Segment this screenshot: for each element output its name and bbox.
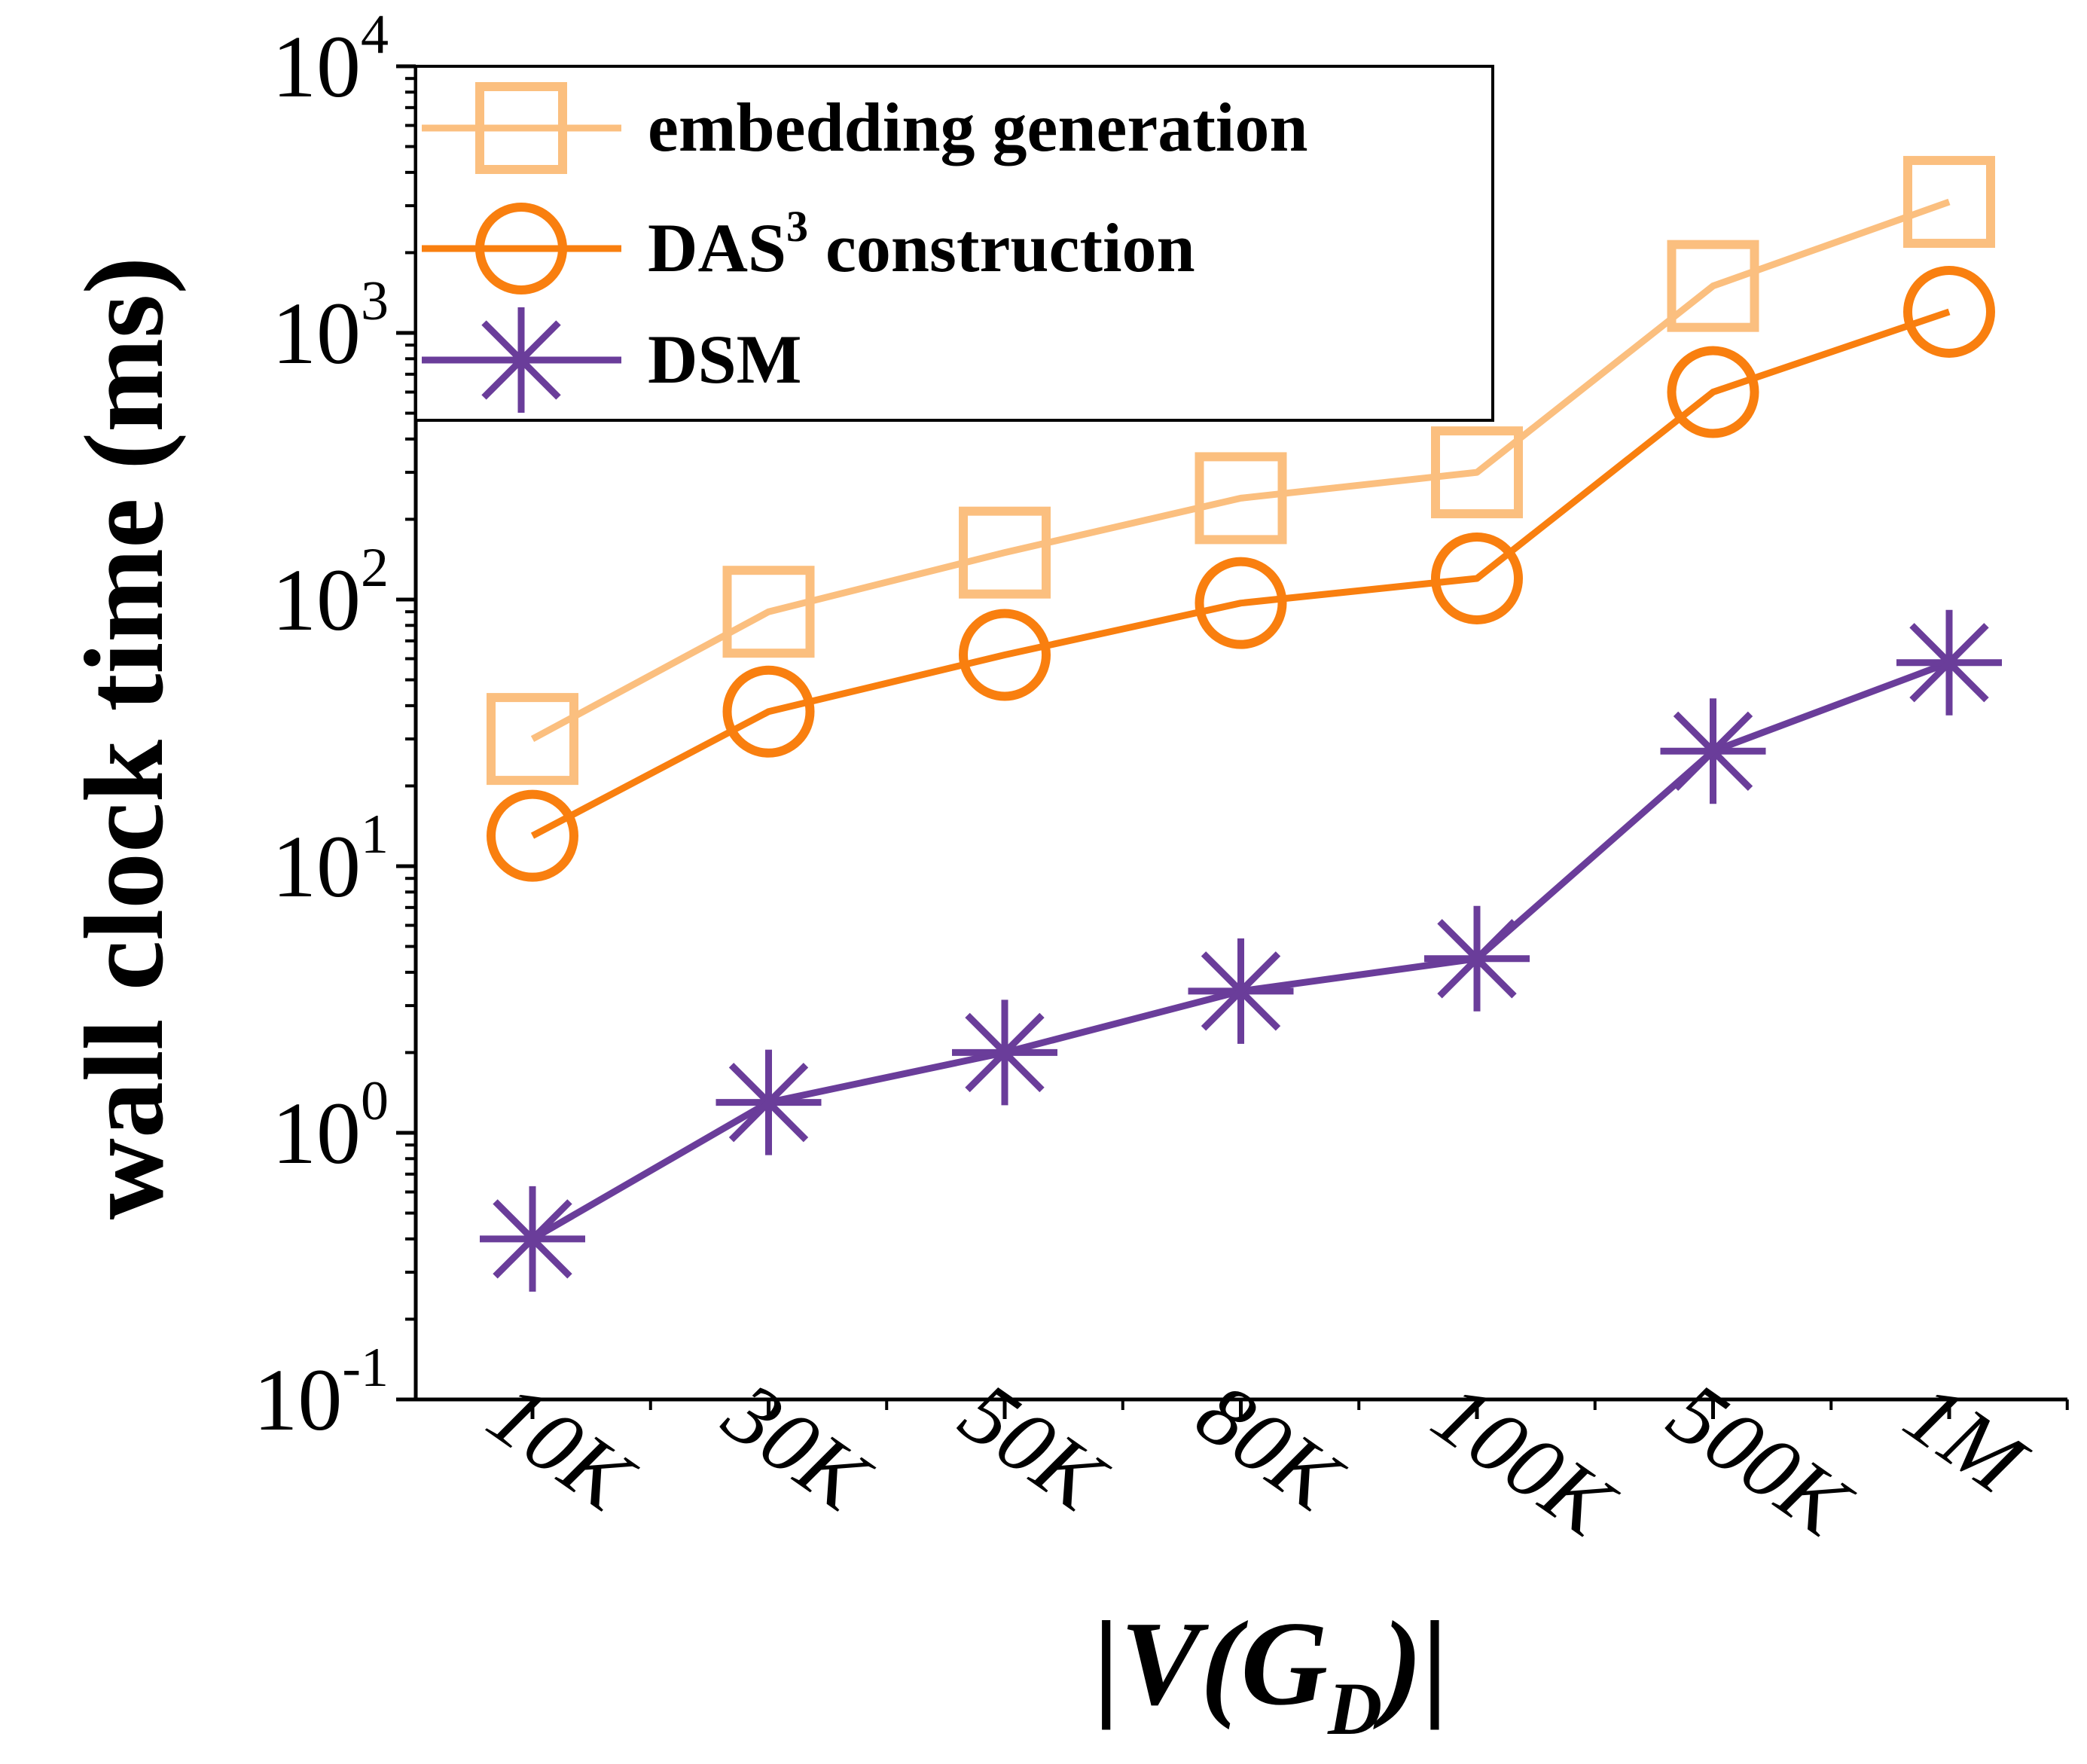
data-point-circle <box>722 665 815 758</box>
data-point-asterisk <box>1424 905 1530 1012</box>
data-point-circle <box>1903 265 1995 358</box>
asterisk-stroke <box>1673 711 1753 791</box>
data-point-asterisk <box>952 999 1057 1106</box>
x-tick-label: 30K <box>706 1363 888 1531</box>
legend-label-text: embedding generation <box>648 89 1308 166</box>
y-tick-base: 10 <box>272 817 361 916</box>
y-tick-label: 101 <box>272 804 389 916</box>
y-tick-exponent: 0 <box>361 1070 389 1132</box>
x-tick-label: 50K <box>944 1363 1125 1531</box>
x-axis-title-main: |V(G <box>1094 1596 1328 1730</box>
data-point-square <box>487 693 578 786</box>
data-point-asterisk <box>1896 609 2002 716</box>
legend-label: DAS3 construction <box>648 202 1195 286</box>
y-tick-base: 10 <box>272 284 361 383</box>
x-axis-title-end: )| <box>1373 1596 1449 1730</box>
y-tick-exponent: 3 <box>361 270 389 332</box>
series-line <box>530 308 1951 839</box>
y-tick-exponent: 1 <box>361 804 389 865</box>
y-tick-exponent: 2 <box>361 537 389 599</box>
y-tick-exponent: -1 <box>342 1337 389 1399</box>
legend-marker-square <box>475 82 567 174</box>
legend-label-text: DSM <box>648 321 801 398</box>
data-point-square <box>1667 240 1759 332</box>
data-point-square <box>722 566 815 658</box>
asterisk-stroke <box>1909 623 1989 703</box>
asterisk-stroke <box>481 320 561 400</box>
series-0 <box>487 156 1995 786</box>
y-tick-label: 10-1 <box>253 1337 389 1449</box>
x-tick-label: 1M <box>1888 1363 2046 1515</box>
y-tick-base: 10 <box>272 17 361 116</box>
data-point-asterisk <box>480 1186 585 1292</box>
data-point-asterisk <box>1660 698 1766 804</box>
data-point-circle <box>1667 346 1759 438</box>
data-point-square <box>959 506 1051 599</box>
data-point-circle <box>487 789 578 882</box>
legend-label-superscript: 3 <box>786 202 808 251</box>
y-tick-base: 10 <box>272 1084 361 1183</box>
x-axis-title: |V(GD)| <box>1094 1596 1449 1750</box>
data-point-circle <box>1195 557 1287 649</box>
data-point-circle <box>959 609 1051 701</box>
x-tick-label: 500K <box>1652 1363 1869 1557</box>
legend-entry: DSM <box>422 307 801 413</box>
asterisk-stroke <box>1437 919 1517 999</box>
x-tick-label: 80K <box>1179 1363 1361 1531</box>
series-line <box>530 198 1951 743</box>
data-point-square <box>1903 156 1995 249</box>
y-tick-exponent: 4 <box>361 4 389 66</box>
data-point-square <box>1195 452 1287 545</box>
y-tick-label: 102 <box>272 537 389 649</box>
data-point-asterisk <box>1188 938 1294 1044</box>
legend-marker-asterisk <box>468 307 574 413</box>
legend-entry: embedding generation <box>422 82 1308 174</box>
data-point-asterisk <box>715 1049 822 1155</box>
y-tick-label: 100 <box>272 1070 389 1183</box>
series-2 <box>480 609 2002 1292</box>
y-tick-base: 10 <box>272 551 361 649</box>
legend-label: DSM <box>648 321 801 398</box>
legend-marker-circle <box>475 203 567 295</box>
x-tick-label: 10K <box>471 1363 653 1531</box>
series-layer <box>480 156 2002 1292</box>
x-tick-label: 100K <box>1416 1363 1634 1557</box>
asterisk-stroke <box>493 1199 572 1279</box>
asterisk-stroke <box>1201 951 1281 1031</box>
data-point-circle <box>1431 532 1523 624</box>
legend-label: embedding generation <box>648 89 1308 166</box>
asterisk-stroke <box>728 1062 809 1143</box>
y-tick-base: 10 <box>253 1350 342 1449</box>
x-axis-title-subscript: D <box>1327 1667 1382 1750</box>
series-1 <box>487 265 1995 882</box>
y-axis-title: wall clock time (ms) <box>62 257 187 1220</box>
legend-label-text: DAS <box>648 209 786 286</box>
legend-entry: DAS3 construction <box>422 202 1195 295</box>
y-tick-label: 104 <box>272 4 389 116</box>
legend-label-rest: construction <box>808 209 1195 286</box>
y-tick-label: 103 <box>272 270 389 383</box>
asterisk-stroke <box>965 1012 1045 1093</box>
data-point-square <box>1431 426 1523 519</box>
